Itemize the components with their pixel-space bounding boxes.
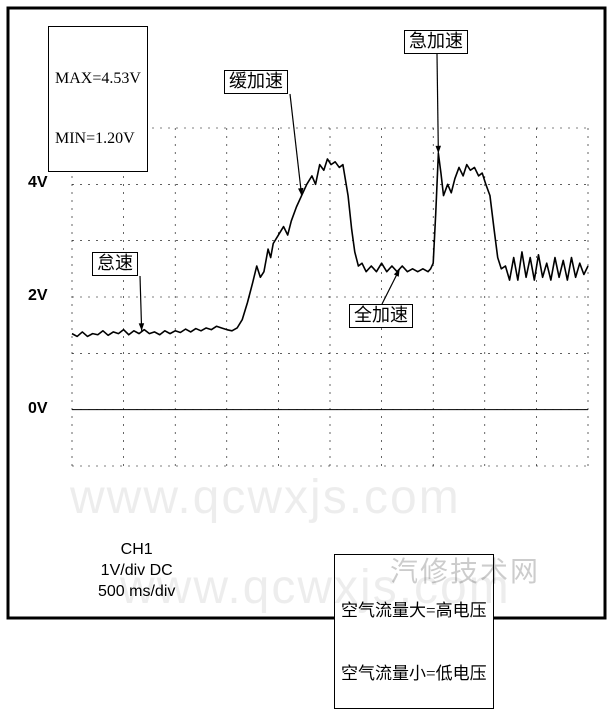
- callout-idle: 怠速: [92, 252, 138, 276]
- channel-line2: 1V/div DC: [98, 561, 175, 582]
- channel-line3: 500 ms/div: [98, 582, 175, 603]
- info-box: MAX=4.53V MIN=1.20V: [48, 26, 148, 172]
- legend-line1: 空气流量大=高电压: [341, 600, 487, 621]
- ytick-2v: 2V: [28, 287, 48, 305]
- legend-box: 空气流量大=高电压 空气流量小=低电压: [334, 554, 494, 709]
- channel-line1: CH1: [98, 540, 175, 561]
- callout-slow-accel: 缓加速: [224, 70, 288, 94]
- info-min: MIN=1.20V: [55, 129, 141, 149]
- channel-caption: CH1 1V/div DC 500 ms/div: [98, 540, 175, 602]
- info-max: MAX=4.53V: [55, 69, 141, 89]
- ytick-0v: 0V: [28, 400, 48, 418]
- callout-fast-accel: 急加速: [404, 30, 468, 54]
- callout-full-accel: 全加速: [349, 304, 413, 328]
- ytick-4v: 4V: [28, 174, 48, 192]
- legend-line2: 空气流量小=低电压: [341, 663, 487, 684]
